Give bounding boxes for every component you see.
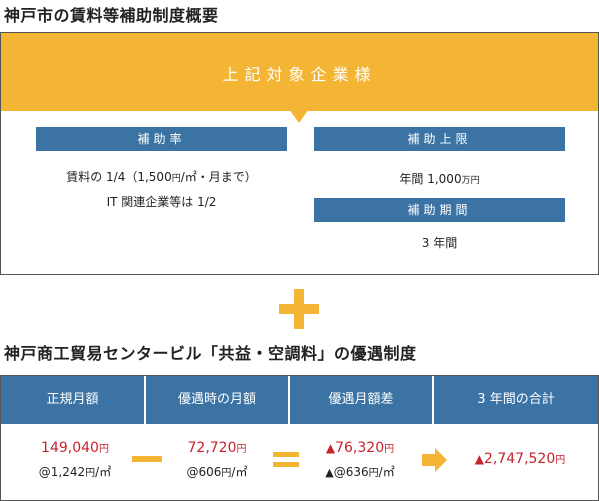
header-regular: 正規月額 <box>1 376 144 424</box>
period-label: 補助期間 <box>314 198 565 222</box>
target-banner-text: 上記対象企業様 <box>222 65 377 84</box>
preferential-per-unit: @606円/㎡ <box>186 465 248 479</box>
difference-per-unit: ▲@636円/㎡ <box>325 465 395 479</box>
rate-label: 補助率 <box>36 127 287 151</box>
preferential-table: 正規月額 優遇時の月額 優遇月額差 3 年間の合計 <box>0 375 599 501</box>
arrow-right-icon-head <box>435 448 447 472</box>
header-difference: 優遇月額差 <box>290 376 432 424</box>
minus-icon <box>132 456 162 462</box>
rate-line2: IT 関連企業等は 1/2 <box>106 195 217 209</box>
difference-amount: ▲76,320円 <box>325 440 395 456</box>
banner-pointer <box>289 109 309 123</box>
rate-line1: 賃料の 1/4（1,500円/㎡・月まで） <box>66 170 257 184</box>
header-divider <box>288 376 290 424</box>
equals-icon-bottom <box>273 462 299 467</box>
section1-title: 神戸市の賃料等補助制度概要 <box>4 6 219 25</box>
header-preferential: 優遇時の月額 <box>146 376 288 424</box>
total-amount: ▲2,747,520円 <box>474 451 566 467</box>
header-total: 3 年間の合計 <box>434 376 598 424</box>
preferential-amount: 72,720円 <box>187 440 247 456</box>
target-banner: 上記対象企業様 <box>1 33 598 111</box>
period-value: 3 年間 <box>421 236 458 250</box>
section2-title: 神戸商工貿易センタービル「共益・空調料」の優遇制度 <box>4 344 417 363</box>
regular-amount: 149,040円 <box>41 440 109 456</box>
plus-icon-horizontal <box>279 304 319 314</box>
regular-per-unit: @1,242円/㎡ <box>38 465 112 479</box>
limit-label: 補助上限 <box>314 127 565 151</box>
subsidy-overview-box: 上記対象企業様 補助率 賃料の 1/4（1,500円/㎡・月まで） IT 関連企… <box>0 32 599 275</box>
equals-icon-top <box>273 452 299 457</box>
arrow-right-icon <box>422 454 436 466</box>
header-divider <box>432 376 434 424</box>
limit-value: 年間 1,000万円 <box>399 172 480 186</box>
header-divider <box>144 376 146 424</box>
